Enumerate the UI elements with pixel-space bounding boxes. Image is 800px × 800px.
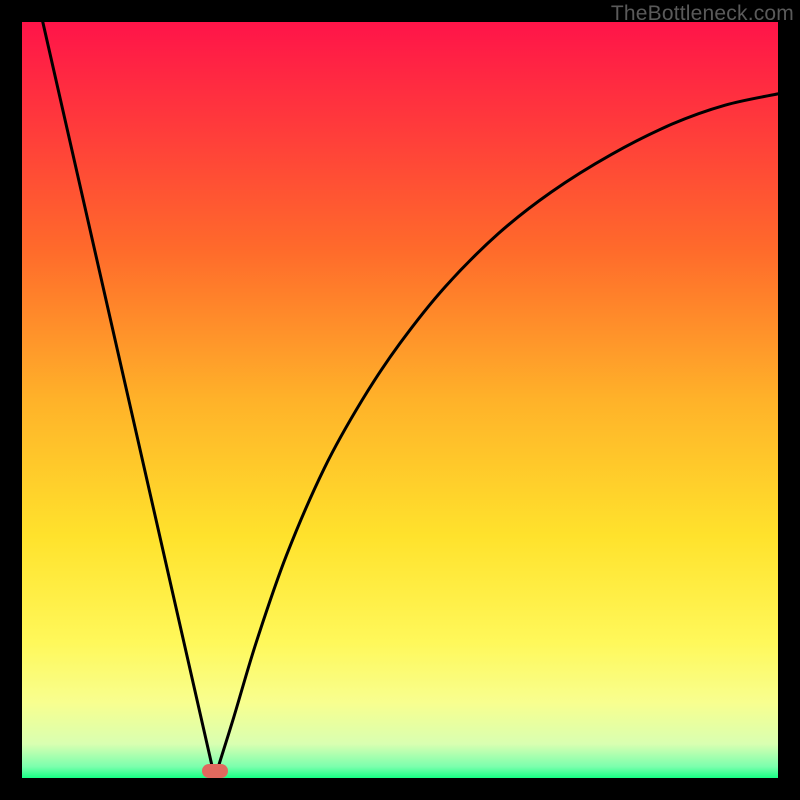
watermark-text: TheBottleneck.com xyxy=(611,2,794,26)
chart-frame: TheBottleneck.com xyxy=(0,0,800,800)
plot-area xyxy=(22,22,778,778)
bottleneck-curve xyxy=(22,22,778,778)
minimum-marker xyxy=(202,764,228,778)
